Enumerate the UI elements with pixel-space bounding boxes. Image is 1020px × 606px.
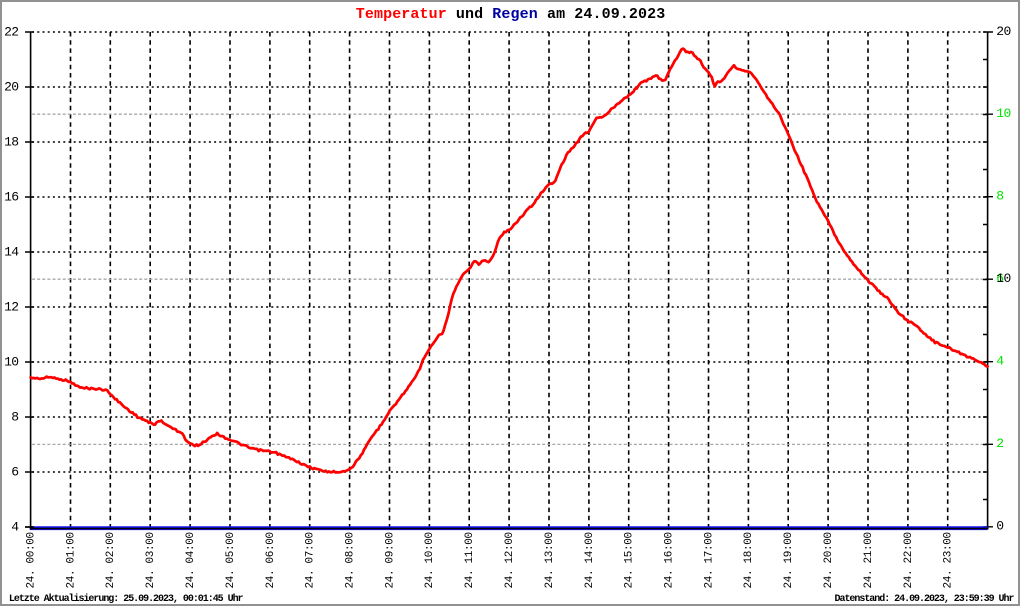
svg-text:8: 8 — [996, 189, 1003, 204]
svg-text:20: 20 — [996, 24, 1010, 39]
svg-text:0: 0 — [996, 519, 1003, 534]
svg-text:10: 10 — [996, 271, 1010, 286]
svg-text:24. 17:00: 24. 17:00 — [703, 532, 715, 588]
svg-text:8: 8 — [11, 409, 18, 424]
svg-text:24. 13:00: 24. 13:00 — [544, 532, 556, 588]
svg-text:Datenstand: 24.09.2023, 23:59:: Datenstand: 24.09.2023, 23:59:39 Uhr — [835, 593, 1015, 605]
svg-text:12: 12 — [4, 299, 18, 314]
svg-text:24. 06:00: 24. 06:00 — [265, 532, 277, 588]
svg-text:24. 22:00: 24. 22:00 — [903, 532, 915, 588]
svg-text:24. 16:00: 24. 16:00 — [664, 532, 676, 588]
svg-text:24. 11:00: 24. 11:00 — [464, 532, 476, 588]
svg-text:24. 14:00: 24. 14:00 — [584, 532, 596, 588]
svg-text:24. 18:00: 24. 18:00 — [743, 532, 755, 588]
svg-text:24. 21:00: 24. 21:00 — [863, 532, 875, 588]
svg-text:24. 23:00: 24. 23:00 — [943, 532, 955, 588]
svg-text:24. 04:00: 24. 04:00 — [185, 532, 197, 588]
svg-text:Temperatur: Temperatur — [356, 6, 447, 23]
svg-text:24. 08:00: 24. 08:00 — [345, 532, 357, 588]
svg-text:24. 10:00: 24. 10:00 — [424, 532, 436, 588]
svg-text:6: 6 — [996, 271, 1003, 286]
svg-text:22: 22 — [4, 24, 18, 39]
svg-text:14: 14 — [4, 244, 19, 259]
svg-text:24. 12:00: 24. 12:00 — [504, 532, 516, 588]
svg-text:16: 16 — [4, 189, 18, 204]
svg-text:24. 20:00: 24. 20:00 — [823, 532, 835, 588]
svg-text:am 24.09.2023: am 24.09.2023 — [547, 6, 665, 23]
svg-text:10: 10 — [996, 106, 1010, 121]
svg-text:24. 05:00: 24. 05:00 — [225, 532, 237, 588]
svg-text:24. 07:00: 24. 07:00 — [305, 532, 317, 588]
svg-text:24. 00:00: 24. 00:00 — [26, 532, 38, 588]
svg-text:24. 19:00: 24. 19:00 — [783, 532, 795, 588]
svg-text:Regen: Regen — [492, 6, 538, 23]
svg-text:18: 18 — [4, 134, 18, 149]
svg-text:6: 6 — [11, 464, 18, 479]
svg-text:24. 15:00: 24. 15:00 — [624, 532, 636, 588]
svg-text:24. 09:00: 24. 09:00 — [384, 532, 396, 588]
svg-text:20: 20 — [4, 79, 18, 94]
svg-text:24. 03:00: 24. 03:00 — [145, 532, 157, 588]
svg-text:und: und — [456, 6, 483, 23]
svg-text:Letzte Aktualisierung: 25.09.2: Letzte Aktualisierung: 25.09.2023, 00:01… — [9, 593, 244, 605]
svg-text:4: 4 — [11, 519, 19, 534]
svg-text:24. 01:00: 24. 01:00 — [65, 532, 77, 588]
svg-text:10: 10 — [4, 354, 18, 369]
svg-text:4: 4 — [996, 354, 1004, 369]
svg-text:24. 02:00: 24. 02:00 — [105, 532, 117, 588]
svg-text:2: 2 — [996, 436, 1003, 451]
